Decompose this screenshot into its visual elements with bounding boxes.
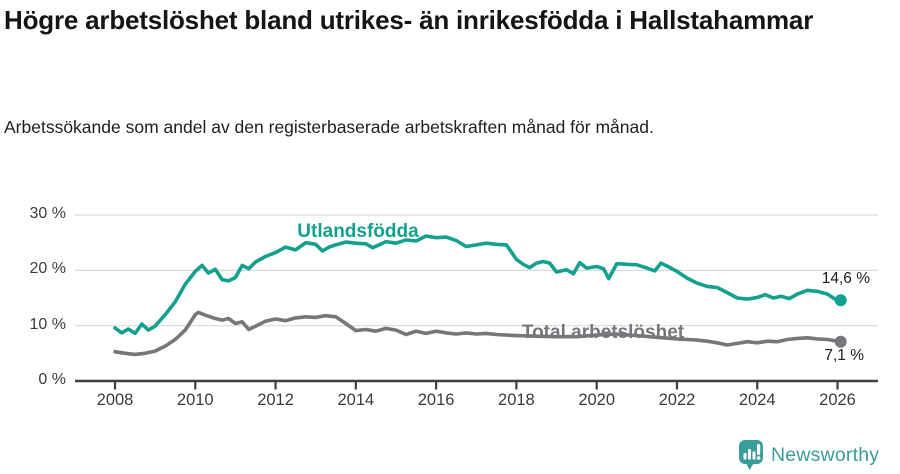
y-tick-label-10: 10 % (29, 315, 66, 333)
x-tick-label-2012: 2012 (257, 391, 294, 409)
series-label-total-arbetsloshet: Total arbetslöshet (521, 322, 685, 343)
page-title: Högre arbetslöshet bland utrikes- än inr… (4, 5, 814, 35)
series-line-0 (113, 234, 843, 336)
x-tick-label-2026: 2026 (819, 391, 856, 409)
y-tick-label-30: 30 % (29, 205, 66, 222)
x-tick-label-2008: 2008 (96, 391, 134, 409)
x-tick-label-2020: 2020 (578, 391, 616, 409)
x-tick-label-2016: 2016 (417, 391, 455, 409)
y-tick-label-20: 20 % (29, 260, 66, 278)
x-tick-label-2024: 2024 (738, 391, 776, 409)
x-tick-label-2014: 2014 (337, 391, 375, 409)
x-tick-label-2018: 2018 (498, 391, 535, 409)
series-end-dot-1 (834, 335, 847, 348)
x-tick-label-2022: 2022 (658, 391, 696, 409)
y-tick-label-0: 0 % (38, 371, 66, 388)
footer-brand: Newsworthy (738, 438, 898, 472)
chart-subtitle: Arbetssökande som andel av den registerb… (4, 117, 654, 137)
brand-name: Newsworthy (771, 443, 880, 466)
bar-chart-exclamation-badge-icon (739, 440, 763, 470)
end-value-label-utlandsfodda: 14,6 % (821, 270, 870, 287)
series-end-dot-0 (834, 294, 847, 307)
series-label-utlandsfodda: Utlandsfödda (297, 221, 419, 242)
x-tick-label-2010: 2010 (176, 391, 214, 409)
end-value-label-total: 7,1 % (824, 347, 864, 364)
series-line-1 (113, 310, 843, 357)
